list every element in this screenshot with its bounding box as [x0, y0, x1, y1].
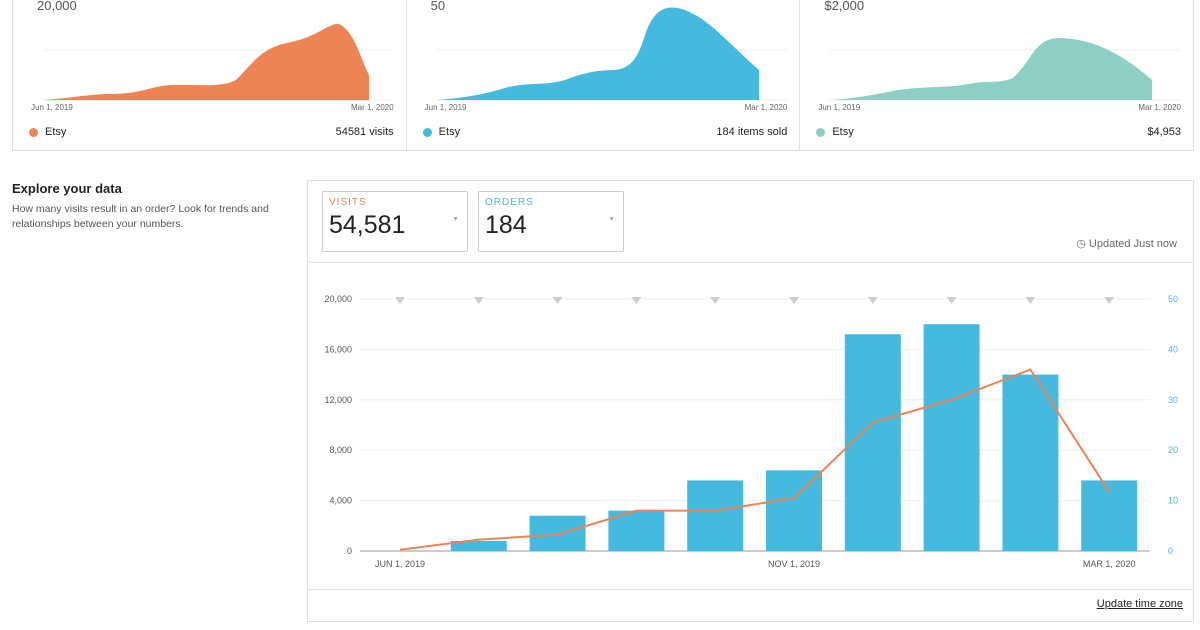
metric-value: 184 [485, 211, 527, 239]
orders-metric-dropdown[interactable]: ORDERS 184 ▼ [478, 191, 624, 252]
bar-orders [844, 334, 901, 551]
revenue-sparkline [830, 38, 1181, 101]
marker-icon [473, 297, 484, 304]
bar-orders [766, 470, 822, 551]
end-date: Mar 1, 2020 [350, 103, 394, 112]
bar-orders [529, 515, 586, 551]
marker-icon [1025, 297, 1036, 304]
legend: Etsy [29, 126, 66, 138]
right-tick-label: 30 [1168, 395, 1178, 405]
right-tick-label: 0 [1168, 546, 1173, 556]
start-date: Jun 1, 2019 [424, 103, 467, 112]
left-tick-label: 16,000 [324, 344, 352, 354]
metric-label: ORDERS [485, 197, 534, 208]
y-max-label: $2,000 [824, 0, 865, 13]
marker-icon [631, 297, 642, 304]
bar-orders [1081, 480, 1138, 551]
updated-status: ◷ Updated Just now [1076, 238, 1177, 250]
legend-dot-icon [29, 127, 38, 137]
legend-label: Etsy [45, 126, 67, 138]
left-tick-label: 8,000 [329, 445, 352, 455]
left-tick-label: 20,000 [324, 294, 352, 304]
bar-orders [687, 480, 744, 551]
left-tick-label: 12,000 [324, 395, 352, 405]
bar-orders [923, 324, 980, 551]
bar-orders [450, 540, 507, 551]
section-title: Explore your data [12, 181, 122, 196]
explore-panel: VISITS 54,581 ▼ ORDERS 184 ▼ ◷ Updated J… [307, 180, 1194, 622]
x-tick-label: JUN 1, 2019 [375, 559, 425, 569]
bar-orders [608, 510, 665, 551]
line-visits [399, 368, 1111, 551]
y-max-label: 20,000 [37, 0, 77, 13]
items-sold-card: 50 Jun 1, 2019 Mar 1, 2020 Etsy 184 item… [407, 0, 801, 150]
left-tick-label: 0 [347, 546, 352, 556]
total: 54581 visits [335, 126, 394, 138]
legend: Etsy [422, 126, 461, 138]
right-tick-label: 10 [1168, 496, 1178, 506]
visits-metric-dropdown[interactable]: VISITS 54,581 ▼ [322, 191, 468, 252]
right-tick-label: 20 [1168, 445, 1178, 455]
revenue-card: $2,000 Jun 1, 2019 Mar 1, 2020 Etsy $4,9… [800, 0, 1193, 150]
marker-icon [867, 297, 878, 304]
marker-icon [946, 297, 957, 304]
total: 184 items sold [716, 126, 788, 138]
start-date: Jun 1, 2019 [31, 103, 73, 112]
metric-label: VISITS [329, 197, 367, 208]
items-sold-sparkline [436, 7, 787, 101]
summary-cards: 20,000 Jun 1, 2019 Mar 1, 2020 Etsy 5458… [12, 0, 1194, 151]
legend-dot-icon [422, 127, 432, 137]
bar-orders [1002, 374, 1059, 551]
divider [308, 262, 1193, 263]
update-time-zone-link[interactable]: Update time zone [1096, 598, 1183, 610]
chevron-down-icon: ▼ [608, 216, 615, 223]
right-tick-label: 40 [1168, 344, 1178, 354]
x-tick-label: NOV 1, 2019 [768, 559, 820, 569]
total: $4,953 [1147, 126, 1182, 138]
marker-icon [710, 297, 721, 304]
legend-dot-icon [816, 127, 826, 137]
legend-label: Etsy [832, 126, 854, 138]
x-tick-label: MAR 1, 2020 [1083, 559, 1136, 569]
left-tick-label: 4,000 [329, 496, 352, 506]
marker-icon [1104, 297, 1115, 304]
legend: Etsy [816, 126, 854, 138]
chevron-down-icon: ▼ [452, 216, 459, 223]
metric-value: 54,581 [329, 211, 406, 239]
marker-icon [552, 297, 563, 304]
visits-sparkline [43, 24, 393, 101]
end-date: Mar 1, 2020 [1138, 103, 1182, 112]
marker-icon [395, 297, 405, 304]
end-date: Mar 1, 2020 [744, 103, 788, 112]
y-max-label: 50 [430, 0, 446, 13]
legend-label: Etsy [438, 126, 461, 138]
section-description: How many visits result in an order? Look… [12, 203, 269, 230]
start-date: Jun 1, 2019 [818, 103, 861, 112]
right-tick-label: 50 [1168, 294, 1178, 304]
marker-icon [789, 297, 799, 304]
visits-card: 20,000 Jun 1, 2019 Mar 1, 2020 Etsy 5458… [13, 0, 407, 150]
divider [308, 589, 1193, 590]
